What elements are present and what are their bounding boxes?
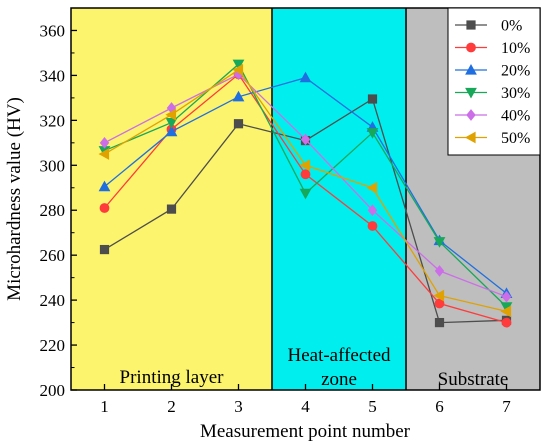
series-1-point-5 xyxy=(367,221,378,231)
series-1-point-1 xyxy=(99,203,110,213)
y-tick-label: 340 xyxy=(40,66,66,85)
y-tick-label: 220 xyxy=(40,336,66,355)
series-5-point-1 xyxy=(98,148,110,160)
x-tick-label: 7 xyxy=(502,397,511,416)
legend-marker xyxy=(464,131,476,144)
region-label-0: Printing layer xyxy=(120,367,225,388)
series-0-point-5 xyxy=(367,94,378,104)
series-2-point-2 xyxy=(165,125,178,137)
series-5-point-3 xyxy=(232,63,244,76)
legend-label: 50% xyxy=(501,130,530,147)
series-0-point-3 xyxy=(233,119,244,129)
series-3-point-3 xyxy=(232,59,245,71)
series-4-point-5 xyxy=(367,204,378,217)
legend-item-3: 30% xyxy=(455,85,530,102)
series-4-point-1 xyxy=(99,136,110,149)
legend-item-4: 40% xyxy=(455,108,530,125)
y-tick-label: 260 xyxy=(40,246,66,265)
y-tick-label: 240 xyxy=(40,291,66,310)
series-5-point-5 xyxy=(366,181,378,194)
series-1-point-4 xyxy=(300,169,311,180)
series-5-point-4 xyxy=(299,159,311,172)
series-5-point-2 xyxy=(165,108,177,121)
series-3-point-5 xyxy=(366,128,379,139)
region-labels: Printing layer Heat-affected zone Substrate xyxy=(120,345,509,390)
y-axis-title: Microhardness value (HV) xyxy=(4,97,25,301)
legend-item-1: 10% xyxy=(455,40,530,57)
y-tick-label: 320 xyxy=(40,111,66,130)
legend-label: 10% xyxy=(501,40,530,57)
y-tick-label: 300 xyxy=(40,156,66,175)
legend-label: 20% xyxy=(501,63,530,80)
legend-item-5: 50% xyxy=(455,130,530,147)
axes: 1 2 3 4 5 6 7 200 220 240 260 280 300 320 340 360 xyxy=(40,7,541,416)
x-tick-label: 3 xyxy=(234,397,243,416)
x-tick-label: 6 xyxy=(435,397,444,416)
series-5-point-7 xyxy=(500,305,512,318)
legend-marker xyxy=(466,42,476,53)
legend-label: 0% xyxy=(501,18,522,35)
y-tick-label: 280 xyxy=(40,201,66,220)
legend: 0% 10% 20% 30% 40% 50% xyxy=(447,7,541,156)
region-label-2: Substrate xyxy=(438,369,509,390)
series-1-point-6 xyxy=(434,298,445,309)
legend-marker xyxy=(466,109,476,121)
y-tick-label: 360 xyxy=(40,21,66,40)
series-0-point-1 xyxy=(99,244,110,255)
series-3-point-2 xyxy=(165,118,178,129)
series-5-point-6 xyxy=(433,289,445,302)
series-4-point-6 xyxy=(434,265,445,277)
data-series xyxy=(98,59,513,328)
series-3-point-6 xyxy=(433,237,446,248)
series-4-point-4 xyxy=(300,133,311,146)
series-2-point-4 xyxy=(299,71,312,83)
legend-marker xyxy=(465,87,477,99)
series-3-point-4 xyxy=(299,188,312,200)
legend-label: 30% xyxy=(501,85,530,102)
x-tick-label: 5 xyxy=(368,397,377,416)
x-tick-label: 2 xyxy=(167,397,176,416)
legend-item-0: 0% xyxy=(455,18,522,35)
series-4-point-7 xyxy=(501,290,512,303)
series-2-point-3 xyxy=(232,90,245,102)
region-label-1: Heat-affected zone xyxy=(287,345,391,390)
y-tick-label: 200 xyxy=(40,381,66,400)
x-tick-label: 1 xyxy=(100,397,109,416)
series-0-point-2 xyxy=(166,204,177,214)
legend-item-2: 20% xyxy=(455,63,530,80)
series-1-point-7 xyxy=(501,317,512,328)
legend-box xyxy=(447,7,541,156)
series-0-point-6 xyxy=(434,317,445,328)
legend-marker xyxy=(465,63,477,75)
region-1-background xyxy=(272,8,406,390)
x-axis-title: Measurement point number xyxy=(200,421,411,442)
legend-marker xyxy=(466,20,476,30)
legend-label: 40% xyxy=(501,108,530,125)
x-tick-label: 4 xyxy=(301,397,310,416)
series-5 xyxy=(98,63,512,318)
series-2-point-1 xyxy=(98,180,111,192)
series-4 xyxy=(99,68,512,303)
